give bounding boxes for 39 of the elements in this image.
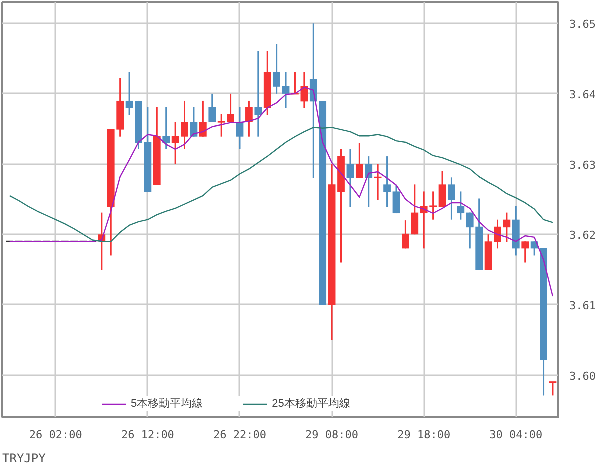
candlestick bbox=[494, 219, 502, 250]
candlestick bbox=[365, 156, 373, 208]
x-tick-label: 26 22:00 bbox=[214, 428, 266, 442]
x-tick-label: 26 12:00 bbox=[121, 428, 174, 442]
candlestick bbox=[246, 100, 253, 138]
candlestick bbox=[457, 190, 465, 221]
x-tick-label: 30 04:00 bbox=[490, 428, 543, 442]
candlestick bbox=[282, 71, 290, 109]
text: TRYJPY bbox=[2, 452, 47, 466]
candlestick bbox=[126, 71, 134, 116]
candlestick bbox=[273, 43, 280, 95]
candlestick bbox=[346, 148, 354, 208]
y-tick-label: 3.60 bbox=[570, 370, 596, 383]
candlestick bbox=[172, 121, 180, 166]
candlestick bbox=[208, 93, 216, 123]
candlestick bbox=[162, 106, 170, 150]
candlestick bbox=[199, 100, 207, 138]
legend-label: 5本移動平均線 bbox=[131, 397, 204, 411]
candlestick bbox=[356, 142, 364, 180]
candlestick bbox=[254, 50, 262, 138]
candlestick bbox=[503, 212, 511, 244]
x-tick-label: 29 08:00 bbox=[306, 428, 359, 442]
candlestick bbox=[448, 176, 456, 221]
candlestick bbox=[522, 240, 530, 264]
x-tick-label: 26 02:00 bbox=[29, 428, 82, 442]
line-series bbox=[9, 127, 554, 242]
y-tick-label: 3.63 bbox=[570, 158, 596, 172]
candlestick bbox=[374, 164, 382, 201]
y-tick-label: 3.61 bbox=[570, 299, 596, 312]
candlestick bbox=[438, 170, 446, 208]
x-tick-label: 29 18:00 bbox=[398, 428, 451, 442]
candlestick bbox=[392, 184, 400, 214]
y-tick-label: 3.65 bbox=[570, 18, 596, 32]
y-tick-label: 3.64 bbox=[570, 88, 596, 102]
candlestick bbox=[549, 382, 557, 396]
candlestick bbox=[181, 100, 188, 150]
legend-label: 25本移動平均線 bbox=[272, 397, 350, 411]
candlestick bbox=[384, 156, 391, 208]
y-tick-label: 3.62 bbox=[570, 229, 596, 242]
